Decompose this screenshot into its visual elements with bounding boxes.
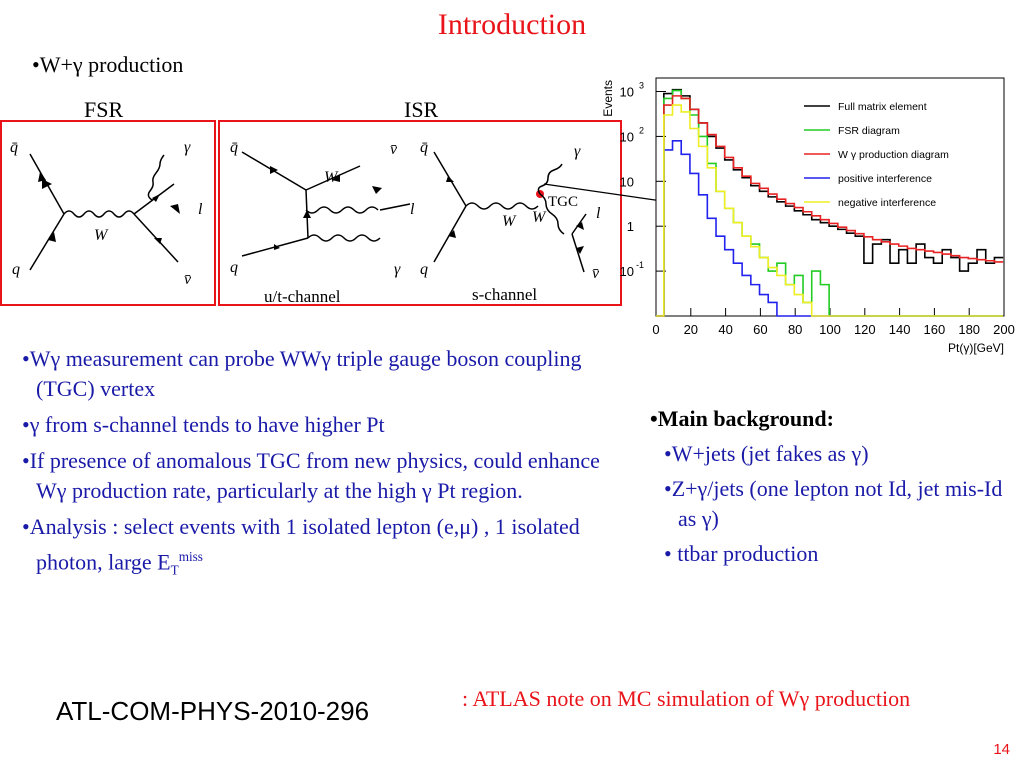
fsr-w-label: W [94,227,109,244]
slide-title: Introduction [437,8,587,41]
x-tick-label: 180 [958,322,980,337]
y-tick-label: 10 [620,264,634,279]
background-heading: •Main background: [650,406,834,431]
legend-label-0: Full matrix element [838,101,927,113]
isr-s-w-label: W [502,213,517,230]
bullet-tgc-probe: •Wγ measurement can probe WWγ triple gau… [22,346,582,401]
background-item-wjets: •W+jets (jet fakes as γ) [664,441,869,466]
u-t-channel-label: u/t-channel [264,287,341,304]
etmiss-sup: miss [178,549,203,564]
isr-s-qbar-label: q̄ [420,139,428,156]
y-tick-exponent: 2 [639,125,644,135]
y-tick-label: 10 [620,85,634,100]
x-tick-label: 20 [684,322,698,337]
y-axis-label: Events [601,80,615,117]
x-tick-label: 140 [889,322,911,337]
etmiss-sub: T [170,562,179,578]
reference-id[interactable]: ATL-COM-PHYS-2010-296 [56,696,370,726]
legend-label-3: positive interference [838,173,932,185]
chart-frame [655,77,1005,317]
x-tick-label: 60 [753,322,767,337]
isr-ut-w-label: W [324,169,339,186]
isr-s-w2-label: W [532,209,547,226]
isr-feynman-diagrams: q̄ q W v̄ l γ q̄ q W W γ l v̄ TGC u/t-ch… [230,139,601,304]
background-list: •Main background: •W+jets (jet fakes as … [650,404,1020,569]
x-tick-label: 120 [854,322,876,337]
fsr-feynman-diagram: q̄ q W γ l v̄ [10,139,203,288]
legend-label-2: W γ production diagram [838,149,949,161]
y-tick-exponent: -1 [636,260,644,270]
isr-diagram-box: q̄ q W v̄ l γ q̄ q W W γ l v̄ TGC u/t-ch… [218,120,622,306]
y-tick-label: 10 [620,174,634,189]
bullet-analysis-text: •Analysis : select events with 1 isolate… [22,514,580,575]
fsr-lepton-label: l [198,201,203,218]
bullet-analysis: •Analysis : select events with 1 isolate… [22,512,602,586]
x-tick-label: 200 [993,322,1015,337]
slide-subtitle: •W+γ production [32,52,184,77]
x-tick-label: 80 [788,322,802,337]
legend-label-1: FSR diagram [838,125,900,137]
isr-label: ISR [404,97,439,122]
isr-ut-gamma-label: γ [394,261,401,278]
x-axis-label: Pt(γ)[GeV] [948,341,1004,355]
isr-s-q-label: q [420,261,428,278]
reference-note: : ATLAS note on MC simulation of Wγ prod… [462,686,911,711]
isr-s-gamma-label: γ [574,143,581,160]
isr-ut-q-label: q [230,259,238,276]
isr-s-lepton-label: l [596,205,601,222]
fsr-label: FSR [84,97,124,122]
fsr-nubar-label: v̄ [184,271,192,288]
fsr-diagram-box: q̄ q W γ l v̄ [0,120,216,306]
background-item-zgamma: •Z+γ/jets (one lepton not Id, jet mis-Id… [664,476,1003,531]
x-tick-label: 0 [652,322,659,337]
bullet-anomalous-tgc: •If presence of anomalous TGC from new p… [22,448,600,503]
isr-ut-lepton-label: l [410,201,415,218]
fsr-q-label: q [12,261,20,278]
y-tick-label: 1 [627,219,634,234]
background-heading-text: Main background: [657,406,834,431]
isr-ut-nubar-label: v̄ [390,141,398,158]
chart-legend: Full matrix element FSR diagram W γ produc… [804,101,949,209]
isr-ut-qbar-label: q̄ [230,139,238,156]
x-tick-label: 40 [718,322,732,337]
fsr-gamma-label: γ [184,139,191,156]
page-number: 14 [993,741,1010,758]
fsr-qbar-label: q̄ [10,139,18,156]
series-line-4 [656,104,1004,317]
x-tick-label: 160 [924,322,946,337]
background-item-ttbar: • ttbar production [664,541,819,566]
bullet-s-channel: •γ from s-channel tends to have higher P… [22,412,385,437]
left-bullet-list: •Wγ measurement can probe WWγ triple gau… [22,344,602,592]
y-tick-label: 10 [620,129,634,144]
x-tick-label: 100 [819,322,841,337]
y-tick-exponent: 3 [639,81,644,91]
chart-series-group [656,88,1004,317]
legend-label-4: negative interference [838,197,936,209]
tgc-label: TGC [548,194,578,210]
isr-s-nubar-label: v̄ [592,265,600,282]
series-line-2 [656,95,1004,317]
s-channel-label: s-channel [472,285,537,304]
